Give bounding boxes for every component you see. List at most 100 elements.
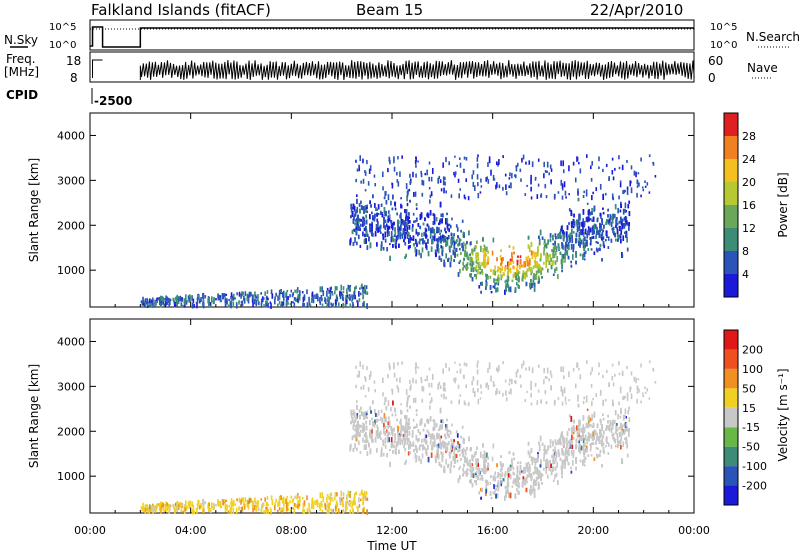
power-echo — [440, 213, 443, 217]
power-echo — [374, 183, 377, 187]
power-echo — [590, 237, 592, 243]
power-echo — [399, 231, 402, 237]
power-echo — [458, 193, 460, 199]
power-echo — [429, 194, 432, 198]
power-echo — [377, 221, 379, 227]
velocity-echo — [298, 503, 301, 507]
velocity-echo — [246, 502, 249, 508]
power-echo — [372, 194, 374, 199]
power-echo — [238, 291, 241, 297]
power-echo — [330, 286, 333, 290]
power-echo — [437, 177, 439, 184]
power-echo — [352, 242, 355, 246]
power-echo — [619, 233, 622, 237]
power-echo — [580, 239, 583, 245]
power-echo — [379, 226, 381, 233]
power-echo — [613, 231, 616, 234]
velocity-echo — [353, 501, 356, 505]
power-echo — [369, 223, 371, 226]
power-echo — [505, 279, 508, 282]
power-echo — [593, 205, 596, 212]
power-echo — [601, 258, 603, 262]
power-echo — [415, 207, 418, 210]
power-echo — [364, 171, 367, 176]
power-echo — [459, 259, 462, 263]
velocity-echo — [586, 408, 589, 411]
velocity-echo — [439, 424, 442, 428]
power-echo — [602, 229, 604, 233]
velocity-echo — [321, 503, 323, 508]
power-echo — [421, 192, 424, 197]
power-echo — [415, 231, 418, 235]
power-echo — [587, 248, 590, 251]
power-echo — [376, 242, 378, 247]
power-echo — [565, 231, 568, 238]
power-echo — [622, 208, 625, 215]
power-echo — [420, 212, 423, 219]
power-echo — [293, 296, 296, 301]
power-echo — [238, 300, 240, 303]
velocity-echo — [354, 429, 356, 432]
power-echo — [574, 177, 577, 183]
power-echo — [303, 302, 305, 308]
power-echo — [590, 177, 593, 182]
velocity-echo — [242, 497, 244, 502]
power-echo — [470, 257, 472, 260]
power-echo — [619, 180, 622, 184]
power-echo — [517, 255, 519, 258]
velocity-echo — [282, 496, 285, 503]
power-echo — [502, 257, 504, 262]
power-echo — [342, 303, 345, 309]
power-echo — [430, 246, 433, 252]
velocity-echo — [241, 509, 244, 513]
power-echo — [628, 211, 631, 217]
power-echo — [322, 290, 325, 297]
power-echo — [253, 299, 256, 305]
power-echo — [560, 234, 562, 240]
power-echo — [592, 216, 595, 222]
power-echo — [355, 178, 357, 183]
power-echo — [640, 157, 642, 162]
power-echo — [409, 235, 411, 238]
power-echo — [567, 255, 570, 260]
power-echo — [440, 235, 442, 240]
power-echo — [443, 187, 445, 194]
power-echo — [409, 237, 411, 243]
power-echo — [390, 231, 393, 237]
power-echo — [488, 156, 491, 163]
power-echo — [444, 227, 446, 232]
power-echo — [535, 252, 538, 257]
power-echo — [504, 267, 506, 272]
freq-tick-bottom: 8 — [70, 71, 78, 85]
velocity-echo — [362, 508, 364, 514]
velocity-echo — [148, 510, 151, 514]
power-echo — [365, 219, 368, 225]
power-ytick-label: 4000 — [57, 129, 85, 142]
radar-title: Falkland Islands (fitACF) — [91, 1, 271, 19]
velocity-echo — [358, 504, 361, 508]
velocity-echo — [564, 463, 566, 469]
power-echo — [306, 302, 309, 307]
power-echo — [327, 296, 329, 300]
power-echo — [550, 265, 553, 270]
power-echo — [449, 261, 452, 268]
power-echo — [425, 242, 427, 249]
power-echo — [481, 262, 483, 267]
power-echo — [380, 247, 382, 252]
nsky-panel-frame — [89, 19, 695, 51]
power-echo — [241, 291, 243, 297]
power-echo — [551, 249, 553, 252]
power-echo — [401, 219, 403, 224]
power-echo — [530, 241, 533, 247]
power-echo — [188, 297, 190, 301]
power-echo — [524, 193, 527, 196]
velocity-echo — [267, 508, 269, 514]
power-echo — [474, 274, 476, 277]
power-echo — [144, 301, 147, 306]
power-echo — [578, 228, 580, 231]
velocity-echo — [228, 504, 230, 507]
power-echo — [628, 221, 630, 226]
power-echo — [519, 255, 522, 259]
power-echo — [181, 297, 183, 301]
power-echo — [166, 302, 169, 305]
